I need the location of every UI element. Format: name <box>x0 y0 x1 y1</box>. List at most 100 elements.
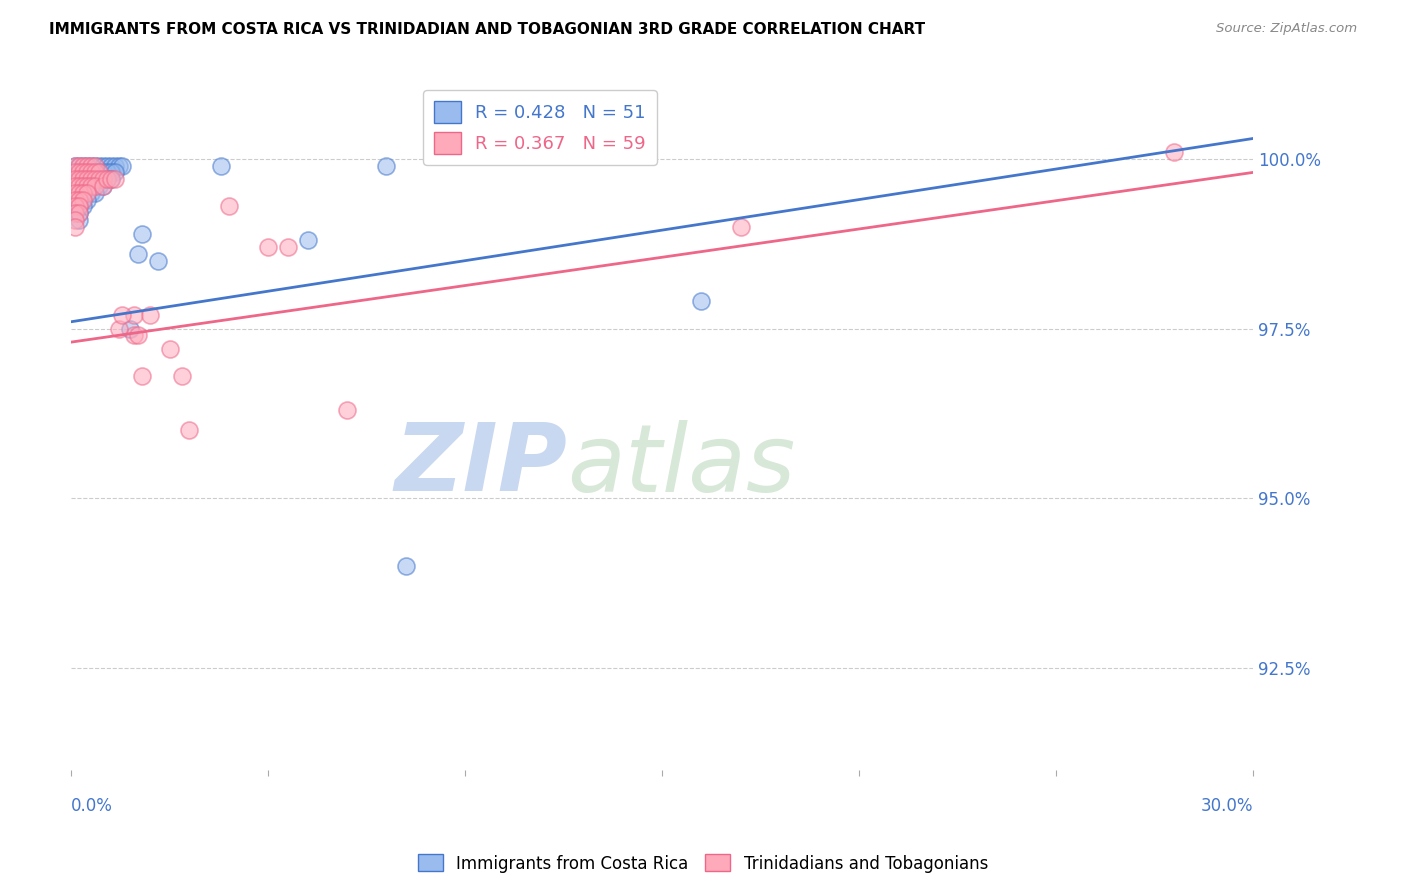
Point <box>76 159 98 173</box>
Point <box>91 159 114 173</box>
Point <box>76 159 98 173</box>
Point <box>179 423 201 437</box>
Point <box>297 233 319 247</box>
Point <box>67 193 90 207</box>
Point <box>131 369 153 384</box>
Point <box>63 219 86 234</box>
Point <box>107 159 129 173</box>
Point <box>80 172 103 186</box>
Point <box>72 199 94 213</box>
Point <box>87 172 110 186</box>
Point <box>72 179 94 194</box>
Point <box>63 179 86 194</box>
Point <box>80 159 103 173</box>
Point <box>80 172 103 186</box>
Point <box>67 159 90 173</box>
Point <box>103 165 125 179</box>
Point <box>730 219 752 234</box>
Point <box>87 165 110 179</box>
Point <box>690 294 713 309</box>
Point <box>76 186 98 200</box>
Text: IMMIGRANTS FROM COSTA RICA VS TRINIDADIAN AND TOBAGONIAN 3RD GRADE CORRELATION C: IMMIGRANTS FROM COSTA RICA VS TRINIDADIA… <box>49 22 925 37</box>
Point <box>139 308 162 322</box>
Point <box>111 159 134 173</box>
Point <box>83 186 105 200</box>
Point <box>87 172 110 186</box>
Point <box>63 165 86 179</box>
Point <box>170 369 193 384</box>
Point <box>72 193 94 207</box>
Point <box>80 159 103 173</box>
Point <box>83 165 105 179</box>
Point <box>76 165 98 179</box>
Point <box>96 172 118 186</box>
Point <box>76 179 98 194</box>
Point <box>87 165 110 179</box>
Point <box>120 321 142 335</box>
Point <box>111 308 134 322</box>
Point <box>146 253 169 268</box>
Point <box>218 199 240 213</box>
Point <box>67 213 90 227</box>
Point <box>80 165 103 179</box>
Point <box>209 159 232 173</box>
Point <box>63 213 86 227</box>
Point <box>83 179 105 194</box>
Text: 30.0%: 30.0% <box>1201 797 1253 814</box>
Point <box>87 179 110 194</box>
Point <box>91 179 114 194</box>
Text: atlas: atlas <box>568 419 796 510</box>
Point <box>72 165 94 179</box>
Point <box>131 227 153 241</box>
Point <box>96 159 118 173</box>
Point <box>91 179 114 194</box>
Point <box>72 193 94 207</box>
Point <box>80 179 103 194</box>
Point <box>83 165 105 179</box>
Point <box>83 159 105 173</box>
Point <box>100 172 122 186</box>
Point <box>83 179 105 194</box>
Point <box>91 165 114 179</box>
Point <box>96 172 118 186</box>
Point <box>72 186 94 200</box>
Point <box>100 165 122 179</box>
Point <box>67 172 90 186</box>
Point <box>257 240 280 254</box>
Point <box>63 159 86 173</box>
Point <box>63 193 86 207</box>
Point <box>63 172 86 186</box>
Point <box>63 186 86 200</box>
Point <box>80 179 103 194</box>
Text: 0.0%: 0.0% <box>72 797 112 814</box>
Point <box>63 206 86 220</box>
Point <box>1163 145 1185 160</box>
Point <box>100 159 122 173</box>
Point <box>91 172 114 186</box>
Legend: Immigrants from Costa Rica, Trinidadians and Tobagonians: Immigrants from Costa Rica, Trinidadians… <box>412 847 994 880</box>
Point <box>72 165 94 179</box>
Point <box>72 172 94 186</box>
Point <box>63 199 86 213</box>
Point <box>76 186 98 200</box>
Point <box>395 559 418 574</box>
Point <box>67 159 90 173</box>
Point <box>375 159 398 173</box>
Point <box>72 159 94 173</box>
Point <box>72 159 94 173</box>
Point <box>127 328 149 343</box>
Point <box>87 159 110 173</box>
Point <box>107 321 129 335</box>
Point <box>83 159 105 173</box>
Point <box>67 165 90 179</box>
Point <box>336 403 359 417</box>
Point <box>67 206 90 220</box>
Point <box>83 172 105 186</box>
Point <box>76 193 98 207</box>
Text: Source: ZipAtlas.com: Source: ZipAtlas.com <box>1216 22 1357 36</box>
Point <box>76 165 98 179</box>
Legend: R = 0.428   N = 51, R = 0.367   N = 59: R = 0.428 N = 51, R = 0.367 N = 59 <box>423 90 657 165</box>
Point <box>277 240 299 254</box>
Point <box>122 328 145 343</box>
Point <box>122 308 145 322</box>
